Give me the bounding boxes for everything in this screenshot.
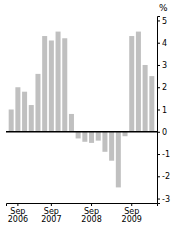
bar — [82, 132, 87, 142]
y-label: % — [159, 3, 168, 13]
bar — [116, 132, 121, 188]
bar — [56, 32, 61, 132]
tick-label-line: 2008 — [81, 215, 101, 224]
bar — [42, 36, 47, 132]
bar — [143, 65, 148, 132]
bar — [76, 132, 81, 139]
tick-label-line: Sep — [10, 207, 25, 216]
tick-mark — [157, 87, 160, 88]
tick: 0 — [157, 128, 167, 137]
tick-label: 0 — [162, 128, 167, 137]
axis-line — [158, 17, 161, 204]
tick-label: 1 — [162, 106, 167, 115]
tick-label: -3 — [162, 195, 170, 204]
y-axis: -3 -2 -1 0 1 2 3 4 5 — [157, 17, 170, 204]
tick: -2 — [157, 172, 170, 181]
plot: -3-2-1012345Sep2006Sep2007Sep2008Sep2009 — [6, 17, 170, 225]
bar — [22, 92, 27, 132]
tick-label: Sep2009 — [122, 207, 142, 225]
tick: 3 — [157, 61, 167, 70]
tick-mark — [157, 199, 160, 200]
bar — [129, 36, 134, 132]
tick-mark — [91, 203, 92, 206]
x-axis: Sep2006Sep2007Sep2008Sep2009 — [7, 203, 158, 224]
bars — [9, 32, 155, 188]
tick-label-line: 2007 — [41, 215, 61, 224]
tick-label-line: Sep — [44, 207, 59, 216]
tick: 4 — [157, 39, 167, 48]
tick-label: 3 — [162, 61, 167, 70]
tick-label: 2 — [162, 83, 167, 92]
bar — [89, 132, 94, 143]
tick-mark — [51, 203, 52, 206]
bar — [62, 38, 67, 132]
tick: -3 — [157, 195, 170, 204]
tick-mark — [157, 20, 160, 21]
tick: 2 — [157, 83, 167, 92]
tick-label-line: 2006 — [8, 215, 28, 224]
tick: 5 — [157, 17, 167, 26]
tick-mark — [157, 65, 160, 66]
bar — [136, 32, 141, 132]
tick-label: Sep2006 — [8, 207, 28, 225]
tick-label: Sep2007 — [41, 207, 61, 225]
tick: -1 — [157, 150, 170, 159]
zero-line — [6, 131, 157, 133]
bar — [29, 105, 34, 132]
tick-label: 5 — [162, 17, 167, 26]
bar — [102, 132, 107, 152]
axis-line — [7, 204, 158, 207]
bar — [69, 114, 74, 132]
bar — [149, 76, 154, 132]
bar — [109, 132, 114, 161]
tick: 1 — [157, 106, 167, 115]
bar — [49, 40, 54, 131]
chart: -3-2-1012345Sep2006Sep2007Sep2008Sep2009… — [0, 0, 181, 231]
tick-label: Sep2008 — [81, 207, 101, 225]
tick-mark — [157, 110, 160, 111]
tick-label: -1 — [162, 150, 170, 159]
tick-label: 4 — [162, 39, 167, 48]
tick-mark — [157, 176, 160, 177]
tick: Sep2009 — [122, 203, 142, 224]
bar — [96, 132, 101, 141]
bar — [9, 110, 14, 132]
tick: Sep2007 — [41, 203, 61, 224]
tick-label: -2 — [162, 172, 170, 181]
tick-label-line: Sep — [84, 207, 99, 216]
tick-mark — [157, 43, 160, 44]
tick-label-line: Sep — [124, 207, 139, 216]
bar — [15, 87, 20, 132]
tick-mark — [131, 203, 132, 206]
bar — [35, 74, 40, 132]
tick-mark — [157, 154, 160, 155]
tick-label-line: 2009 — [122, 215, 142, 224]
tick-mark — [157, 132, 160, 133]
tick-mark — [17, 203, 18, 206]
tick: Sep2008 — [81, 203, 101, 224]
tick: Sep2006 — [8, 203, 28, 224]
